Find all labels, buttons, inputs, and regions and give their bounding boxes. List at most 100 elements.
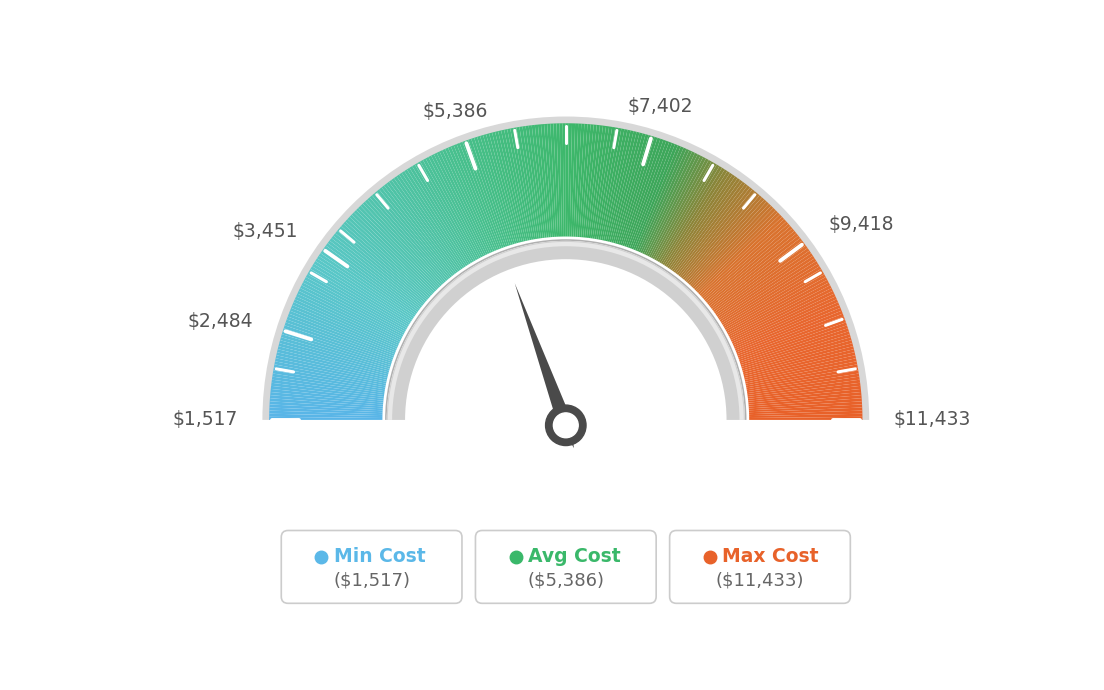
Wedge shape xyxy=(682,191,757,280)
Wedge shape xyxy=(276,355,386,382)
Wedge shape xyxy=(495,131,524,241)
Wedge shape xyxy=(272,383,384,399)
Wedge shape xyxy=(269,414,382,418)
Wedge shape xyxy=(463,141,503,248)
Wedge shape xyxy=(749,392,861,404)
Wedge shape xyxy=(274,367,385,389)
Wedge shape xyxy=(297,290,401,342)
Wedge shape xyxy=(698,215,782,295)
Wedge shape xyxy=(689,199,766,285)
Wedge shape xyxy=(289,310,395,354)
Text: $7,402: $7,402 xyxy=(628,97,693,116)
Wedge shape xyxy=(655,160,711,260)
Wedge shape xyxy=(439,150,489,254)
Wedge shape xyxy=(709,233,798,306)
Wedge shape xyxy=(620,137,658,246)
Wedge shape xyxy=(319,253,414,318)
Wedge shape xyxy=(343,221,429,299)
Wedge shape xyxy=(302,279,404,335)
Wedge shape xyxy=(339,226,427,302)
Text: $5,386: $5,386 xyxy=(423,102,488,121)
Wedge shape xyxy=(733,297,837,345)
Wedge shape xyxy=(486,133,519,244)
Wedge shape xyxy=(519,126,539,239)
Wedge shape xyxy=(687,197,764,284)
Wedge shape xyxy=(434,152,486,256)
Wedge shape xyxy=(286,319,393,359)
Wedge shape xyxy=(280,334,390,368)
Wedge shape xyxy=(284,325,392,363)
Wedge shape xyxy=(404,170,467,266)
Wedge shape xyxy=(468,139,508,247)
Wedge shape xyxy=(386,241,745,420)
Wedge shape xyxy=(310,266,408,326)
Wedge shape xyxy=(673,180,743,273)
Wedge shape xyxy=(270,392,383,404)
Wedge shape xyxy=(619,136,655,245)
Wedge shape xyxy=(747,377,860,395)
Wedge shape xyxy=(690,201,768,286)
Wedge shape xyxy=(565,124,569,237)
Wedge shape xyxy=(384,184,455,275)
Wedge shape xyxy=(312,264,410,325)
Wedge shape xyxy=(646,152,698,256)
Wedge shape xyxy=(726,277,827,333)
Wedge shape xyxy=(720,258,816,322)
Wedge shape xyxy=(626,140,667,248)
Wedge shape xyxy=(354,210,436,292)
Wedge shape xyxy=(662,168,724,265)
Wedge shape xyxy=(412,165,473,263)
Wedge shape xyxy=(730,285,831,338)
Wedge shape xyxy=(702,221,788,299)
Wedge shape xyxy=(563,124,565,237)
Wedge shape xyxy=(454,144,498,250)
Wedge shape xyxy=(417,161,476,261)
Wedge shape xyxy=(747,383,860,399)
Wedge shape xyxy=(583,125,597,237)
Wedge shape xyxy=(684,193,760,281)
Wedge shape xyxy=(742,334,851,368)
Wedge shape xyxy=(437,152,488,255)
Text: Min Cost: Min Cost xyxy=(333,547,425,566)
Wedge shape xyxy=(735,305,840,351)
Wedge shape xyxy=(272,377,384,395)
Wedge shape xyxy=(740,328,849,365)
Wedge shape xyxy=(270,386,383,401)
Wedge shape xyxy=(306,275,406,332)
Wedge shape xyxy=(725,275,826,332)
Wedge shape xyxy=(721,261,818,324)
Wedge shape xyxy=(382,186,454,276)
Wedge shape xyxy=(744,352,856,380)
Wedge shape xyxy=(669,175,735,269)
Wedge shape xyxy=(350,215,434,295)
Wedge shape xyxy=(428,155,482,257)
Wedge shape xyxy=(279,340,390,373)
FancyBboxPatch shape xyxy=(670,531,850,603)
Wedge shape xyxy=(285,322,393,362)
Wedge shape xyxy=(269,417,382,420)
Wedge shape xyxy=(749,402,862,411)
Wedge shape xyxy=(705,228,795,303)
Wedge shape xyxy=(394,177,461,270)
Wedge shape xyxy=(314,261,411,324)
Wedge shape xyxy=(680,188,753,277)
Wedge shape xyxy=(749,404,862,412)
Wedge shape xyxy=(374,191,449,280)
Text: Avg Cost: Avg Cost xyxy=(528,547,620,566)
Wedge shape xyxy=(270,395,383,406)
Wedge shape xyxy=(602,129,627,241)
Wedge shape xyxy=(681,189,755,279)
Wedge shape xyxy=(694,208,776,290)
Wedge shape xyxy=(305,277,405,333)
Wedge shape xyxy=(736,310,842,354)
Wedge shape xyxy=(309,269,408,328)
Wedge shape xyxy=(594,127,615,239)
Wedge shape xyxy=(740,325,848,363)
Text: $9,418: $9,418 xyxy=(829,215,894,234)
Wedge shape xyxy=(747,380,860,397)
Wedge shape xyxy=(730,288,832,340)
Wedge shape xyxy=(465,140,506,248)
Wedge shape xyxy=(541,124,552,237)
Wedge shape xyxy=(647,154,700,257)
Wedge shape xyxy=(733,299,838,347)
